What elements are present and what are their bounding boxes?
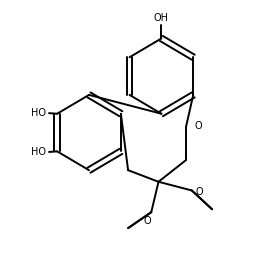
Text: HO: HO xyxy=(31,147,46,157)
Text: O: O xyxy=(143,216,151,226)
Text: OH: OH xyxy=(154,13,169,23)
Text: O: O xyxy=(194,121,202,131)
Text: O: O xyxy=(195,188,203,198)
Text: HO: HO xyxy=(31,108,46,118)
